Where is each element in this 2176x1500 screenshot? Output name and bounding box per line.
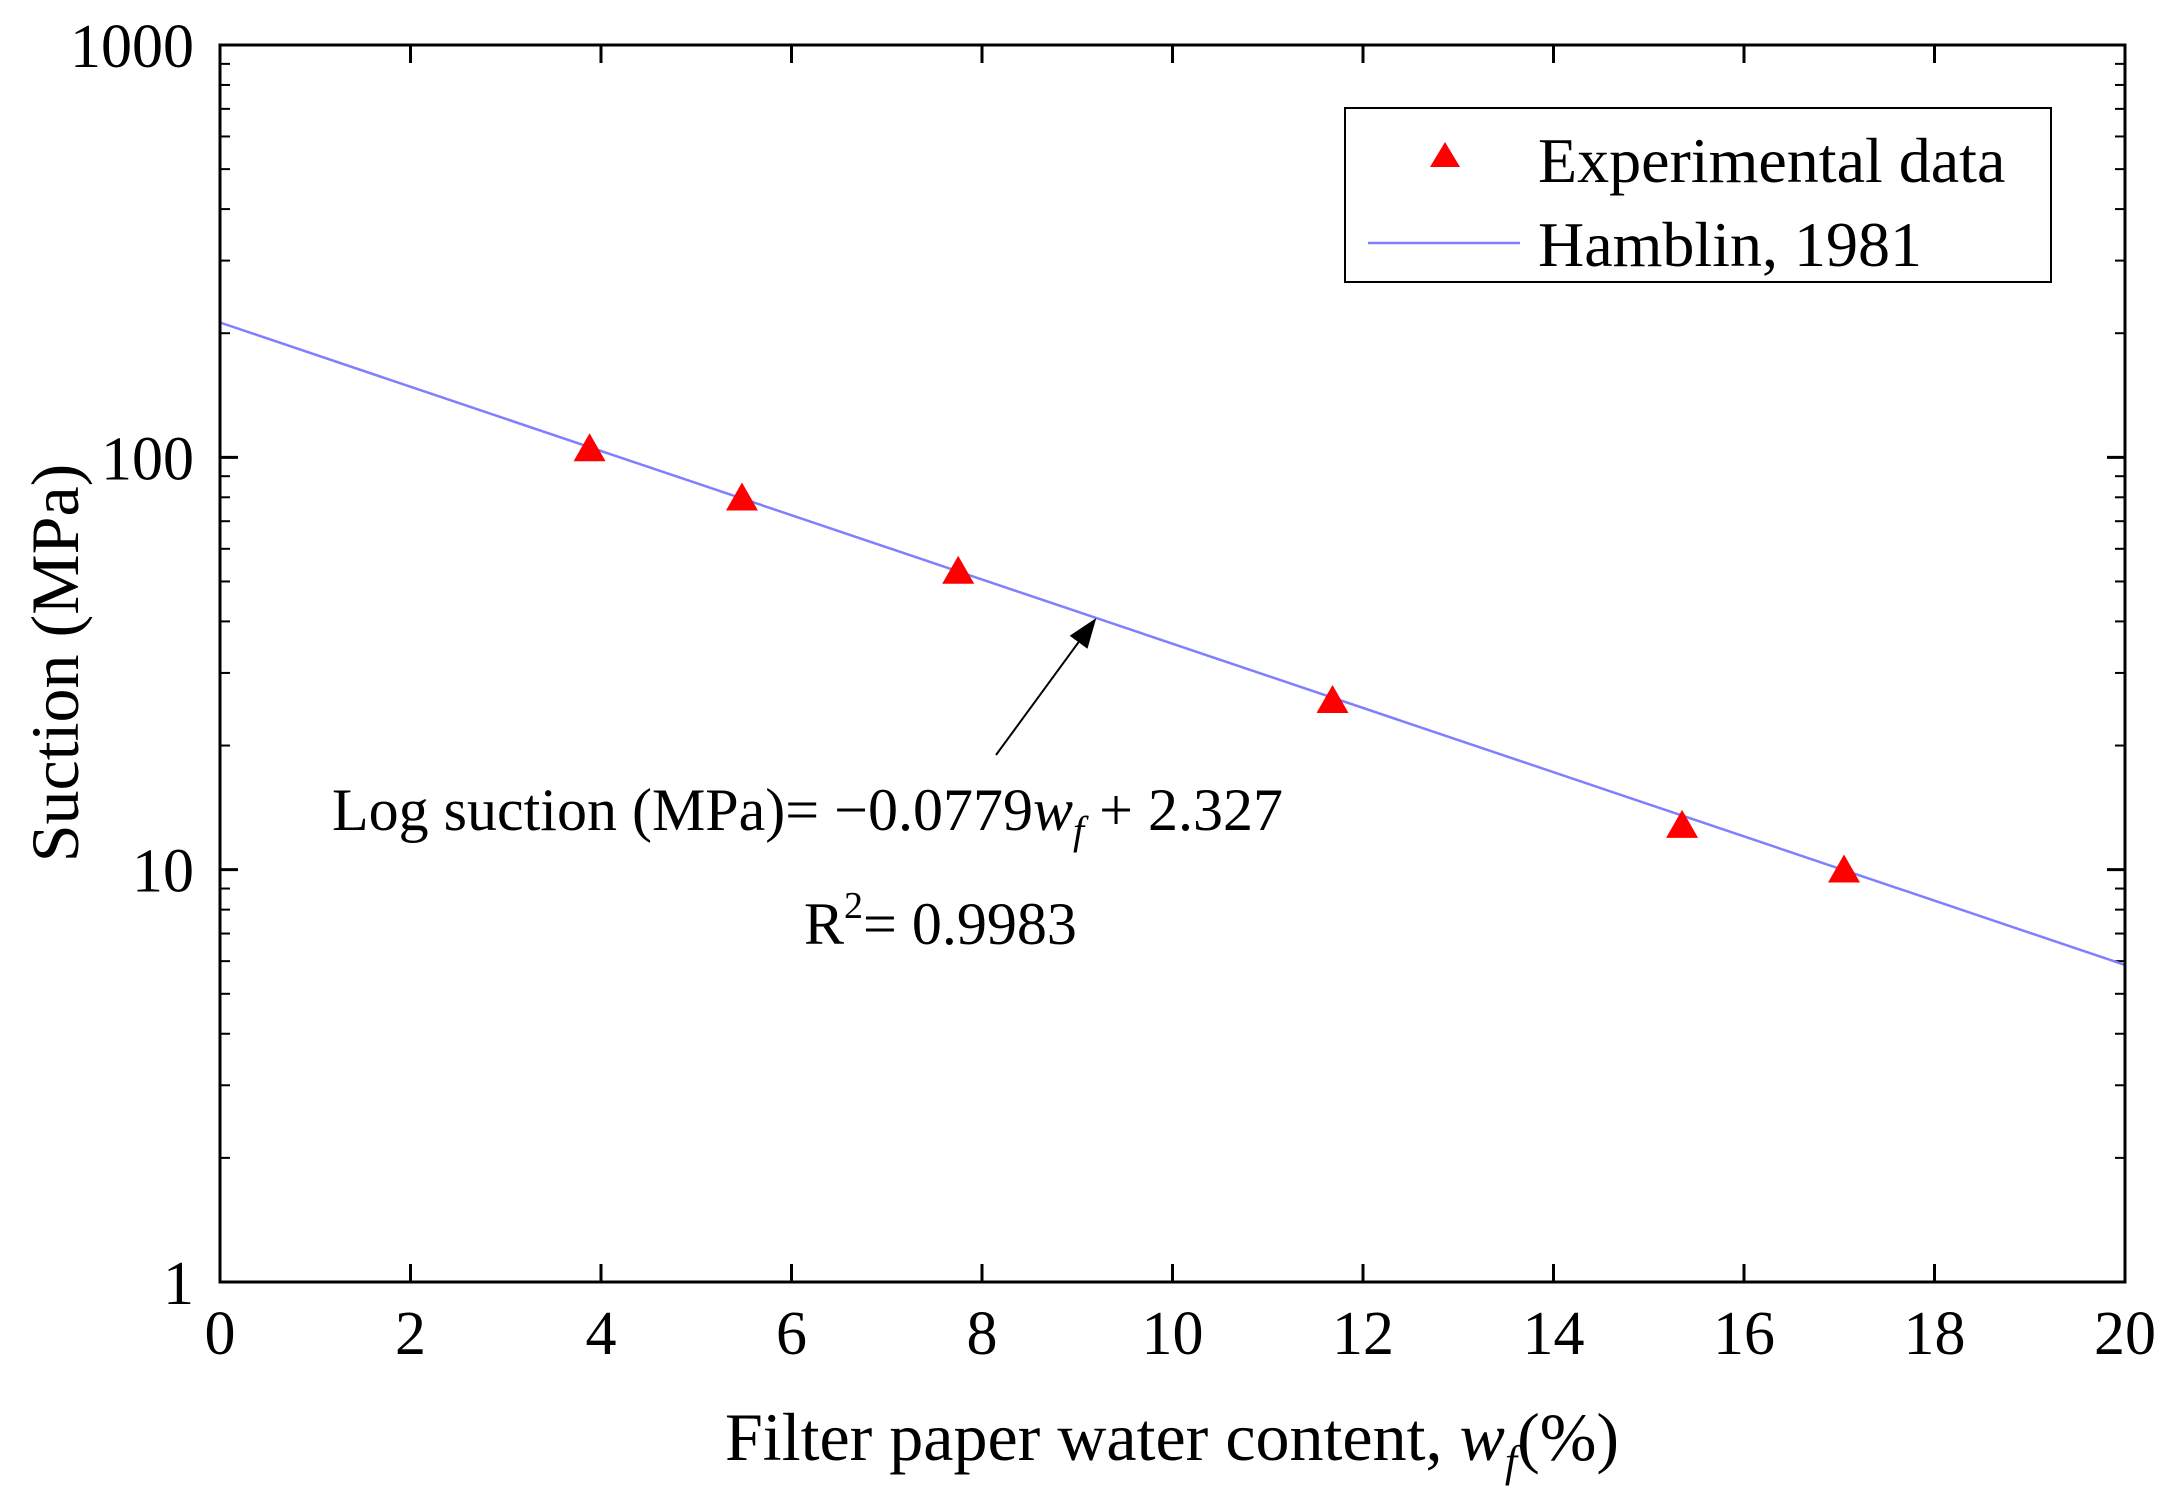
legend: Experimental data Hamblin, 1981: [1344, 107, 2052, 283]
annotation-arrowhead: [1069, 618, 1097, 649]
x-tick-label: 10: [1142, 1300, 1204, 1368]
data-point: [725, 482, 758, 511]
data-point: [1828, 854, 1861, 883]
legend-label-experimental: Experimental data: [1538, 125, 2005, 196]
x-tick-label: 12: [1332, 1300, 1394, 1368]
x-tick-label: 14: [1523, 1300, 1585, 1368]
data-points: [573, 433, 1861, 883]
fit-line-hamblin: [219, 321, 2126, 967]
data-point: [573, 433, 606, 462]
x-axis-label: Filter paper water content, wf(%): [725, 1399, 1619, 1486]
y-axis-label: Suction (MPa): [17, 464, 93, 863]
y-axis-ticks: 1 10 100 1000: [70, 13, 2125, 1318]
data-point: [1316, 685, 1349, 714]
legend-box: [1344, 107, 2052, 283]
y-tick-label: 10: [132, 838, 194, 906]
equation-annotation: Log suction (MPa)= −0.0779wf + 2.327 R2=…: [332, 618, 1283, 957]
x-tick-label: 20: [2094, 1300, 2156, 1368]
x-tick-label: 2: [395, 1300, 426, 1368]
y-tick-label: 100: [101, 425, 194, 493]
legend-label-hamblin: Hamblin, 1981: [1538, 209, 1922, 280]
r-squared-text: R2= 0.9983: [804, 885, 1077, 957]
y-tick-label: 1: [163, 1250, 194, 1318]
x-tick-label: 18: [1904, 1300, 1966, 1368]
data-point: [1666, 809, 1699, 838]
x-tick-label: 8: [967, 1300, 998, 1368]
annotation-arrow: [995, 641, 1080, 756]
plot-frame: [218, 43, 2127, 1284]
x-tick-label: 4: [586, 1300, 617, 1368]
y-tick-label: 1000: [70, 13, 194, 81]
legend-marker-triangle: [1430, 142, 1460, 167]
data-point: [942, 555, 975, 584]
x-tick-label: 16: [1713, 1300, 1775, 1368]
x-tick-label: 0: [205, 1300, 236, 1368]
x-tick-label: 6: [776, 1300, 807, 1368]
equation-text: Log suction (MPa)= −0.0779wf + 2.327: [332, 777, 1283, 853]
